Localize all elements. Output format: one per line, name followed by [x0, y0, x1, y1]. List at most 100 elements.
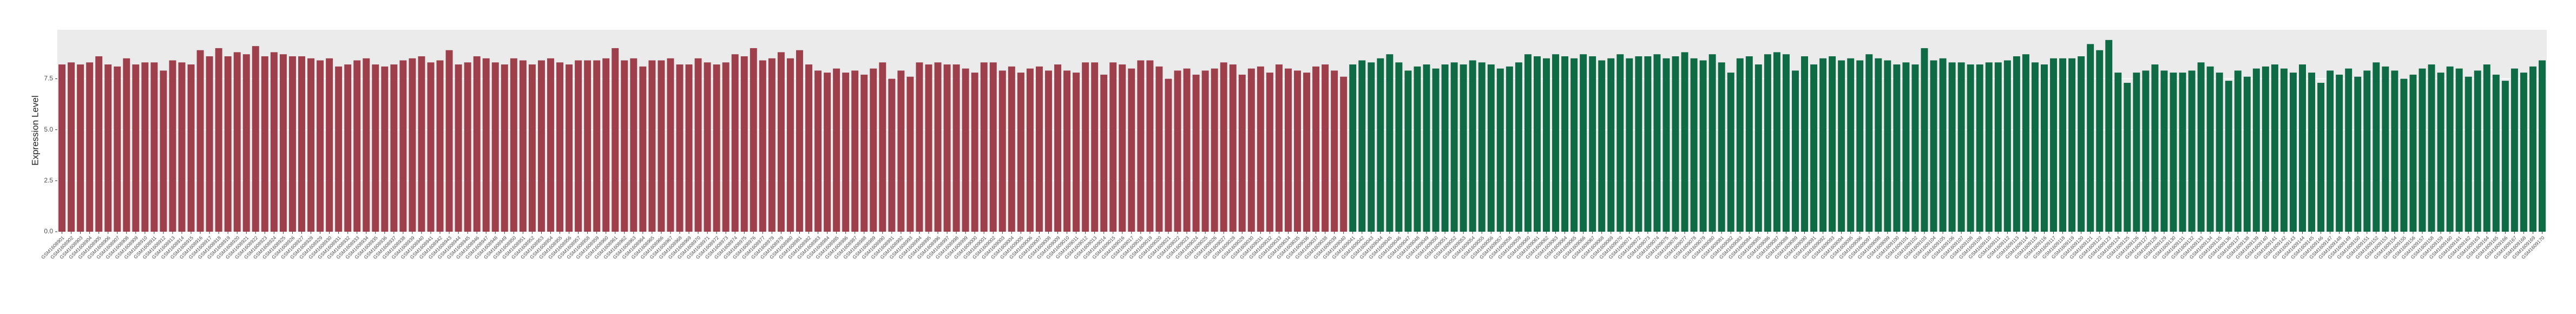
bar: [1994, 62, 2002, 232]
bar: [2124, 82, 2131, 232]
bar: [1192, 74, 1200, 232]
bar: [95, 56, 103, 232]
bar: [1312, 66, 1320, 232]
bar: [879, 62, 886, 232]
bar: [1911, 64, 1919, 232]
bar: [989, 62, 997, 232]
bar: [805, 64, 812, 232]
bar: [1930, 60, 1937, 232]
bar: [2446, 66, 2454, 232]
bar: [2096, 50, 2104, 232]
bar: [2363, 70, 2371, 232]
bar: [1570, 58, 1578, 232]
bar: [1754, 64, 1762, 232]
bar: [2216, 73, 2223, 232]
bar: [473, 56, 481, 232]
bar: [1985, 62, 1993, 232]
bar: [2197, 62, 2205, 232]
bar: [1146, 60, 1154, 232]
bar: [270, 52, 278, 232]
bar: [1395, 62, 1403, 232]
bar: [2280, 68, 2288, 232]
bar: [1580, 54, 1587, 232]
bar: [2234, 70, 2242, 232]
bar: [750, 48, 757, 232]
bar: [261, 56, 268, 232]
bar: [2308, 73, 2316, 232]
bar: [998, 70, 1006, 232]
bar: [1349, 64, 1357, 232]
bar: [2501, 81, 2509, 232]
bar: [1644, 56, 1652, 232]
bar: [2511, 68, 2518, 232]
bar: [445, 50, 453, 232]
bar: [427, 62, 435, 232]
bar: [1792, 70, 1799, 232]
bar: [1957, 62, 1965, 232]
bar: [123, 58, 130, 232]
bar: [1838, 60, 1845, 232]
bar: [1423, 64, 1430, 232]
bar: [1109, 62, 1117, 232]
bar: [2529, 66, 2536, 232]
bar: [897, 70, 905, 232]
bar: [1017, 73, 1024, 232]
bar: [307, 58, 314, 232]
bar: [242, 54, 250, 232]
bar: [298, 56, 305, 232]
bar: [233, 52, 241, 232]
bar: [2419, 68, 2426, 232]
bar: [2409, 74, 2417, 232]
bar: [2188, 70, 2196, 232]
bar: [694, 58, 702, 232]
bar: [2345, 68, 2352, 232]
bar: [372, 64, 379, 232]
bar: [2059, 58, 2067, 232]
bar: [1939, 58, 1947, 232]
bar: [1137, 60, 1145, 232]
bar: [1478, 62, 1486, 232]
bar: [1100, 74, 1108, 232]
bar: [593, 60, 601, 232]
bar: [1450, 62, 1458, 232]
bar: [1635, 56, 1642, 232]
bar: [132, 64, 140, 232]
bar: [1533, 56, 1541, 232]
bar: [2455, 68, 2463, 232]
bar: [1063, 70, 1071, 232]
bar: [1708, 54, 1716, 232]
bar: [58, 64, 65, 232]
bar: [2142, 70, 2150, 232]
bar: [777, 52, 785, 232]
bar: [206, 56, 213, 232]
bar: [1487, 64, 1495, 232]
y-tick-label: 2.5: [44, 176, 53, 184]
bar: [491, 62, 499, 232]
bar: [621, 60, 628, 232]
bar: [2271, 64, 2278, 232]
bar: [786, 58, 794, 232]
bar: [2382, 66, 2389, 232]
bar: [1266, 73, 1273, 232]
bar: [2539, 60, 2546, 232]
bar: [1847, 58, 1855, 232]
bar: [971, 73, 978, 232]
bar: [1561, 56, 1569, 232]
bar: [980, 62, 988, 232]
bar: [279, 54, 287, 232]
bar: [353, 60, 361, 232]
bar: [344, 64, 352, 232]
bar: [1128, 68, 1135, 232]
bar: [2262, 66, 2269, 232]
bar: [1054, 64, 1061, 232]
bar: [1284, 68, 1292, 232]
bar: [335, 66, 343, 232]
bar: [768, 58, 776, 232]
bar: [639, 66, 647, 232]
bar: [842, 73, 850, 232]
bar: [150, 62, 158, 232]
bar: [658, 60, 665, 232]
bar: [1690, 58, 1698, 232]
bar: [2492, 74, 2500, 232]
bar: [1155, 66, 1163, 232]
